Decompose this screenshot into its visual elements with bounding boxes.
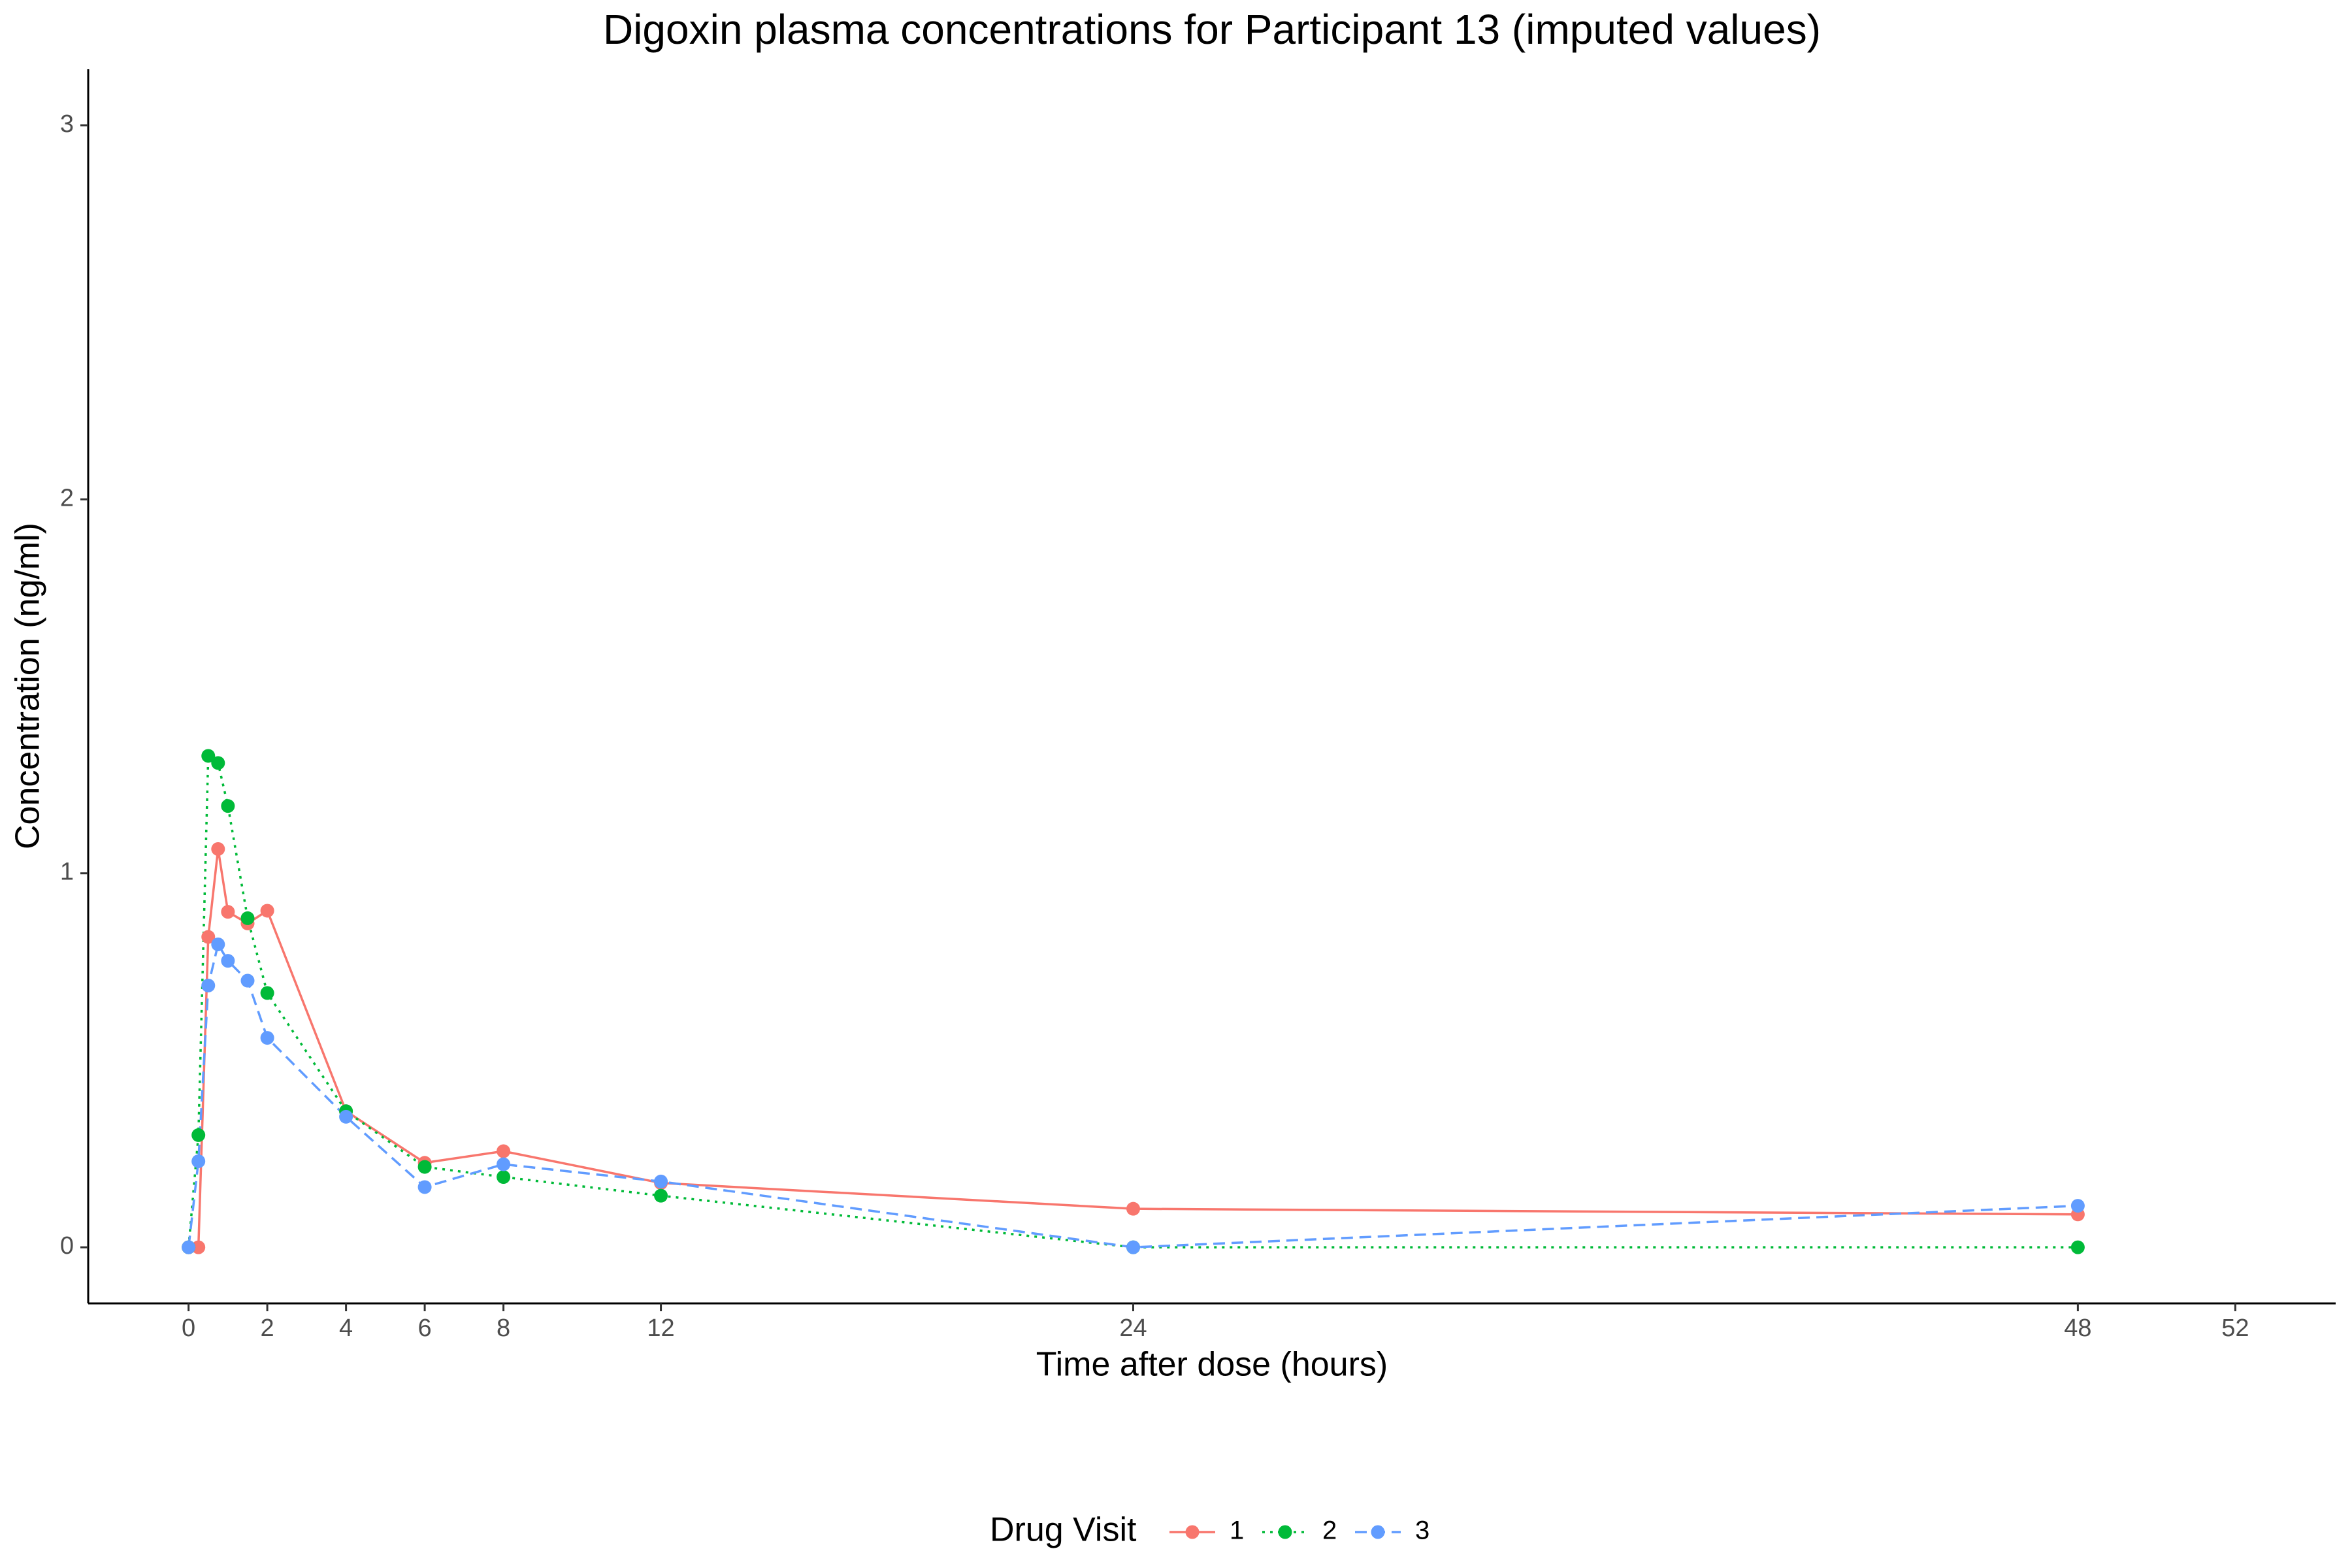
x-tick-label: 24 — [1119, 1315, 1147, 1342]
y-axis-label: Concentration (ng/ml) — [9, 523, 47, 849]
y-tick-label: 1 — [60, 858, 74, 886]
data-point — [221, 954, 235, 968]
data-point — [201, 978, 216, 992]
data-point — [654, 1188, 668, 1203]
data-point — [260, 904, 274, 918]
x-tick-label: 48 — [2064, 1315, 2091, 1342]
data-point — [182, 1240, 196, 1254]
legend-key-point — [1185, 1525, 1200, 1539]
legend-key-point — [1278, 1525, 1292, 1539]
x-axis-label: Time after dose (hours) — [1036, 1346, 1388, 1384]
data-point — [2070, 1199, 2085, 1213]
data-point — [211, 842, 225, 857]
x-tick-label: 2 — [261, 1315, 274, 1342]
data-point — [260, 986, 274, 1000]
legend-key-point — [1371, 1525, 1385, 1539]
legend-label: 1 — [1230, 1516, 1244, 1545]
x-tick-label: 8 — [497, 1315, 510, 1342]
data-point — [201, 930, 216, 944]
y-tick-label: 0 — [60, 1232, 74, 1260]
data-point — [417, 1180, 432, 1194]
data-point — [339, 1109, 353, 1124]
chart-title: Digoxin plasma concentrations for Partic… — [603, 6, 1821, 53]
data-point — [191, 1154, 206, 1168]
data-point — [1126, 1240, 1141, 1254]
legend-label: 2 — [1322, 1516, 1337, 1545]
legend-title: Drug Visit — [990, 1511, 1137, 1549]
data-point — [654, 1174, 668, 1188]
data-point — [221, 905, 235, 919]
data-point — [2070, 1240, 2085, 1254]
data-point — [497, 1144, 511, 1158]
data-point — [201, 749, 216, 763]
data-point — [1126, 1201, 1141, 1216]
data-point — [417, 1160, 432, 1174]
legend-label: 3 — [1415, 1516, 1429, 1545]
y-tick-label: 2 — [60, 484, 74, 512]
data-point — [191, 1128, 206, 1142]
y-tick-label: 3 — [60, 110, 74, 138]
data-point — [211, 937, 225, 951]
x-tick-label: 6 — [418, 1315, 432, 1342]
data-point — [211, 756, 225, 770]
data-point — [240, 911, 255, 925]
x-tick-label: 0 — [182, 1315, 195, 1342]
x-tick-label: 4 — [339, 1315, 353, 1342]
x-tick-label: 52 — [2221, 1315, 2249, 1342]
data-point — [497, 1170, 511, 1184]
data-point — [497, 1157, 511, 1171]
data-point — [191, 1240, 206, 1254]
data-point — [221, 799, 235, 813]
data-point — [260, 1031, 274, 1045]
data-point — [240, 973, 255, 988]
x-tick-label: 12 — [647, 1315, 674, 1342]
